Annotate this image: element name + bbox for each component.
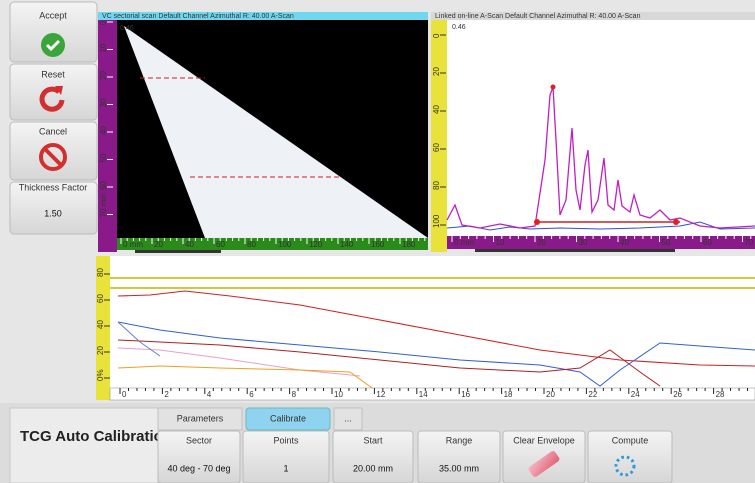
- panel-title-text: TCG Auto Calibration: [20, 428, 172, 445]
- ruler-label: 180: [402, 240, 416, 249]
- sector-view: VC sectorial scan Default Channel Azimut…: [98, 12, 428, 253]
- ruler-label: 4: [207, 390, 212, 399]
- gate-point: [534, 219, 540, 225]
- ruler-label: 100: [278, 240, 292, 249]
- ruler-label: 8: [292, 390, 297, 399]
- ruler-label: 30: [99, 98, 108, 107]
- ruler-label: 60: [703, 238, 712, 247]
- ruler-label: 40: [185, 240, 194, 249]
- action-label: Clear Envelope: [513, 435, 575, 445]
- reset-label: Reset: [41, 69, 65, 79]
- field-value: 35.00 mm: [439, 463, 479, 473]
- screen: Accept Reset Cancel Thickness Factor 1.5…: [0, 0, 755, 483]
- sector-gain: 0.46: [120, 25, 134, 32]
- ruler-label: 120: [309, 240, 323, 249]
- sector-title: VC sectorial scan Default Channel Azimut…: [102, 13, 294, 20]
- ruler-label: 20: [154, 240, 163, 249]
- tab-label: Parameters: [177, 413, 224, 423]
- ruler-label: 24: [631, 390, 640, 399]
- ruler-label: 60: [96, 294, 105, 303]
- fields: Sector 40 deg - 70 deg Points 1 Start 20.00 m…: [158, 431, 500, 483]
- tcg-view: [96, 256, 755, 400]
- ruler-label: 40: [99, 126, 108, 135]
- ruler-label: 14: [419, 390, 428, 399]
- ruler-label: 140: [340, 240, 354, 249]
- ascan-gain: 0.46: [452, 24, 466, 31]
- thickness-value: 1.50: [44, 208, 62, 218]
- ruler-label: 12: [376, 390, 385, 399]
- scroll: [135, 250, 221, 253]
- bottom-panel: TCG Auto Calibration Parameters Calibrat…: [0, 403, 755, 483]
- sidebar: Accept Reset Cancel Thickness Factor 1.5…: [10, 2, 97, 234]
- ruler-label: 0: [122, 390, 127, 399]
- tcg-plot: [110, 256, 755, 388]
- scroll: [475, 249, 675, 252]
- field-value: 20.00 mm: [353, 463, 393, 473]
- ruler-label: 18: [504, 390, 513, 399]
- ruler-label: 40: [432, 105, 441, 114]
- field-label: Sector: [186, 435, 212, 445]
- ruler-label: 0 mm: [123, 240, 143, 249]
- action-label: Compute: [612, 435, 649, 445]
- ruler-label: 60: [432, 143, 441, 152]
- ruler-label: 100: [432, 214, 441, 228]
- thickness-label: Thickness Factor: [19, 182, 88, 192]
- ruler-label: 80: [432, 181, 441, 190]
- field-label: Start: [363, 435, 383, 445]
- ruler-label: 20: [96, 346, 105, 355]
- ruler-label: 10: [99, 43, 108, 52]
- field-value: 40 deg - 70 deg: [167, 463, 230, 473]
- ruler-label: 2: [164, 390, 169, 399]
- cancel-label: Cancel: [39, 126, 67, 136]
- ruler-label: 28: [716, 390, 725, 399]
- field-value: 1: [283, 463, 288, 473]
- ruler-label: 70 mm: [99, 193, 108, 218]
- ruler-label: 16: [461, 390, 470, 399]
- ruler-label: 30: [579, 238, 588, 247]
- panel-title-box: [10, 408, 158, 483]
- ruler-label: 160: [371, 240, 385, 249]
- ascan-plot: [447, 20, 755, 236]
- ruler-label: 10: [496, 238, 505, 247]
- tab-label: ...: [344, 413, 352, 423]
- ruler-label: 0%: [96, 369, 105, 381]
- ruler-label: 20: [432, 67, 441, 76]
- tab-label: Calibrate: [270, 413, 306, 423]
- peak-point: [551, 85, 556, 90]
- ruler-label: 80: [247, 240, 256, 249]
- ruler-label: 50: [99, 153, 108, 162]
- ruler-label: 20: [546, 390, 555, 399]
- ruler-label: 60: [99, 181, 108, 190]
- gate-point: [673, 219, 679, 225]
- ruler-label: 50: [662, 238, 671, 247]
- field-label: Points: [273, 435, 299, 445]
- ruler-label: 0 mm: [454, 238, 474, 247]
- ruler-label: 0: [432, 33, 441, 38]
- ruler-label: 40: [96, 320, 105, 329]
- ruler-label: 22: [588, 390, 597, 399]
- ruler-label: 0: [99, 20, 108, 25]
- ruler-label: 6: [249, 390, 254, 399]
- ruler-label: 70: [745, 238, 754, 247]
- field-label: Range: [446, 435, 473, 445]
- ruler-label: 20: [99, 71, 108, 80]
- ruler-label: 26: [673, 390, 682, 399]
- ruler-label: 60: [216, 240, 225, 249]
- ruler-label: 80: [96, 268, 105, 277]
- ruler-label: 10: [334, 390, 343, 399]
- ruler-label: 40: [620, 238, 629, 247]
- panel-title: TCG Auto Calibration: [20, 428, 172, 445]
- ruler-label: 20: [537, 238, 546, 247]
- ascan-title: Linked on-line A-Scan Default Channel Az…: [435, 13, 641, 20]
- ascan-view: Linked on-line A-Scan Default Channel Az…: [431, 12, 755, 252]
- accept-label: Accept: [39, 10, 67, 20]
